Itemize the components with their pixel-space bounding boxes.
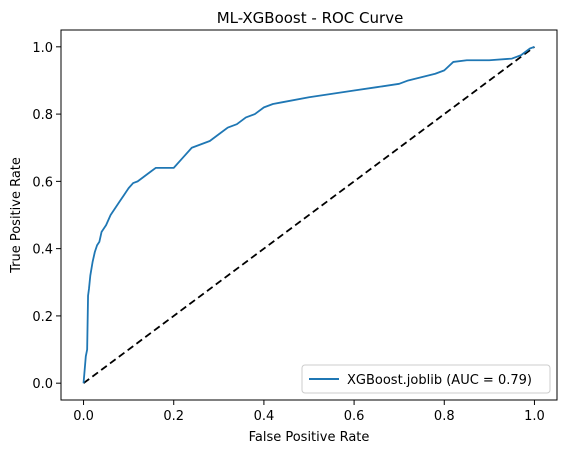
y-tick-label: 0.8 — [32, 108, 53, 123]
chance-reference-line — [83, 46, 535, 384]
plot-area: 0.0 0.2 0.4 0.6 0.8 1.0 0.0 0.2 0.4 0.6 0.8 1.0 — [32, 29, 558, 424]
y-tick-label: 0.6 — [32, 175, 53, 190]
y-axis-label: True Positive Rate — [9, 157, 24, 274]
y-tick-label: 0.4 — [32, 243, 53, 258]
y-tick-label: 0.0 — [32, 377, 53, 392]
x-tick-label: 0.0 — [73, 409, 94, 424]
chart-title: ML-XGBoost - ROC Curve — [217, 9, 404, 27]
x-tick-label: 1.0 — [524, 409, 545, 424]
x-axis-label: False Positive Rate — [249, 430, 370, 445]
x-ticks: 0.0 0.2 0.4 0.6 0.8 1.0 — [73, 400, 545, 424]
series-lines — [82, 45, 535, 384]
y-ticks: 0.0 0.2 0.4 0.6 0.8 1.0 — [32, 41, 61, 392]
legend-label: XGBoost.joblib (AUC = 0.79) — [347, 373, 532, 388]
x-tick-label: 0.8 — [434, 409, 455, 424]
roc-curve-line — [82, 45, 535, 384]
legend-box — [301, 364, 551, 394]
legend: XGBoost.joblib (AUC = 0.79) — [301, 364, 551, 394]
x-tick-label: 0.6 — [344, 409, 365, 424]
x-tick-label: 0.2 — [163, 409, 184, 424]
y-tick-label: 1.0 — [32, 41, 53, 56]
y-tick-label: 0.2 — [32, 310, 53, 325]
x-tick-label: 0.4 — [254, 409, 275, 424]
